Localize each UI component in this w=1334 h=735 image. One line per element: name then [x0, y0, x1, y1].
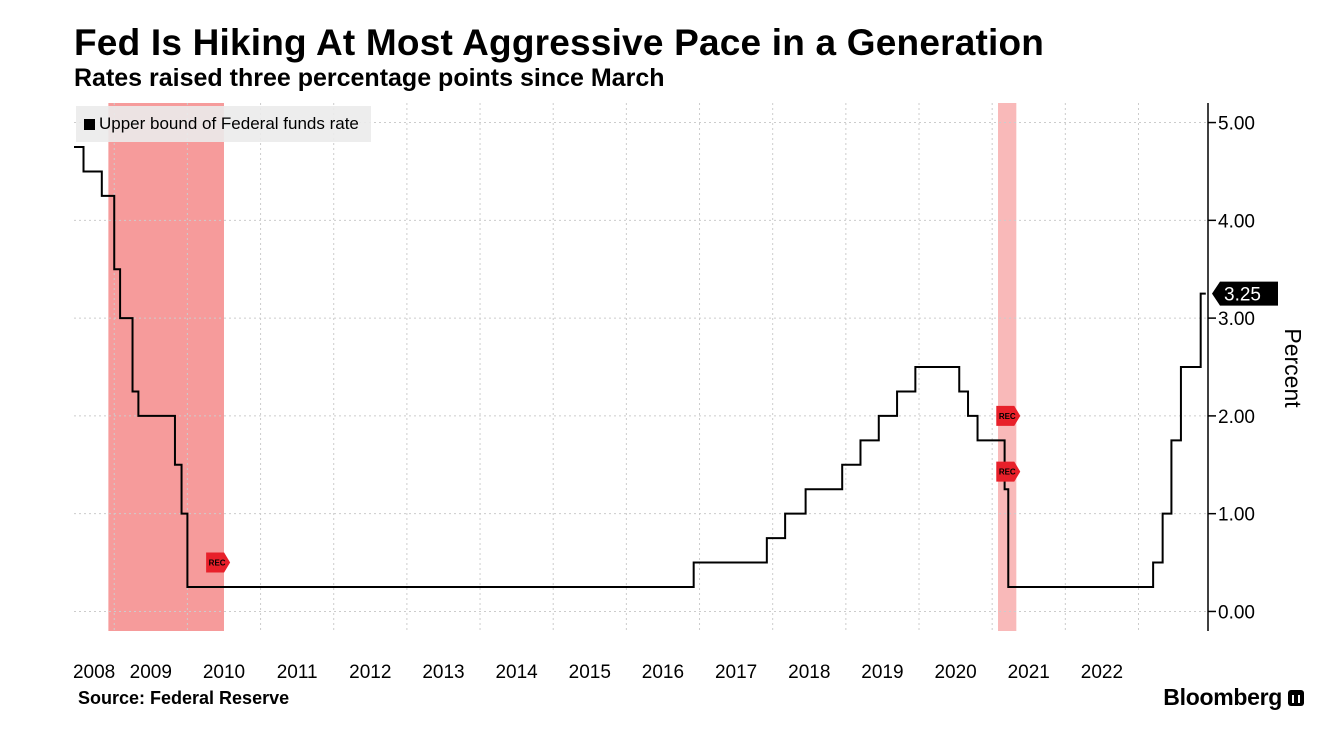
- x-tick-label: 2018: [788, 662, 830, 683]
- y-axis: 0.00 1.00 2.00 3.00 4.00 5.00 3.25: [1207, 103, 1278, 631]
- rec-marker: REC: [996, 461, 1021, 482]
- y-tick-label: 3.00: [1218, 309, 1255, 330]
- x-tick-label: 2014: [495, 662, 538, 683]
- bloomberg-chart-icon: [1288, 689, 1304, 706]
- y-tick-label: 2.00: [1218, 407, 1255, 428]
- x-tick-label: 2012: [349, 662, 391, 683]
- chart-title: Fed Is Hiking At Most Aggressive Pace in…: [74, 22, 1045, 63]
- y-axis-label: Percent: [1280, 328, 1306, 408]
- y-tick-label: 5.00: [1218, 114, 1255, 135]
- last-value-callout: 3.25: [1212, 281, 1278, 306]
- chart-subtitle: Rates raised three percentage points sin…: [74, 64, 665, 92]
- source-note: Source: Federal Reserve: [78, 688, 290, 708]
- recession-markers: REC REC REC: [206, 405, 1021, 573]
- series-line-fed-funds: [74, 146, 1206, 588]
- rec-marker: REC: [996, 405, 1021, 426]
- legend-label: Upper bound of Federal funds rate: [99, 114, 359, 133]
- x-tick-label: 2013: [422, 662, 464, 683]
- rec-marker-label: REC: [209, 559, 226, 568]
- x-tick-label: 2015: [569, 662, 611, 683]
- x-tick-label: 2011: [277, 662, 318, 683]
- x-tick-label: 2019: [861, 662, 903, 683]
- x-axis: 2008 2009 2010 2011 2012 2013 2014 2015 2016 2017…: [73, 662, 1123, 683]
- x-tick-label: 2021: [1008, 662, 1050, 683]
- x-tick-label: 2022: [1081, 662, 1123, 683]
- brand-name: Bloomberg: [1163, 684, 1282, 710]
- rec-marker-label: REC: [999, 468, 1016, 477]
- last-value-label: 3.25: [1224, 285, 1261, 306]
- rec-marker-label: REC: [999, 412, 1016, 421]
- grid-lines: [74, 103, 1208, 631]
- series-line-layer: [74, 146, 1206, 588]
- legend: Upper bound of Federal funds rate: [76, 106, 371, 142]
- recession-bands: [108, 103, 1017, 631]
- brand-logo: Bloomberg: [1163, 684, 1304, 711]
- legend-swatch: [84, 118, 95, 130]
- x-tick-label: 2017: [715, 662, 757, 683]
- y-tick-label: 1.00: [1218, 505, 1255, 526]
- x-tick-label: 2009: [130, 662, 172, 683]
- recession-band: [108, 103, 224, 631]
- x-tick-label: 2020: [934, 662, 976, 683]
- rec-marker: REC: [206, 552, 231, 573]
- x-tick-label: 2008: [73, 662, 115, 683]
- y-tick-label: 4.00: [1218, 211, 1255, 232]
- x-tick-label: 2016: [642, 662, 684, 683]
- recession-band: [998, 103, 1017, 631]
- x-tick-label: 2010: [203, 662, 245, 683]
- y-tick-label: 0.00: [1218, 602, 1255, 623]
